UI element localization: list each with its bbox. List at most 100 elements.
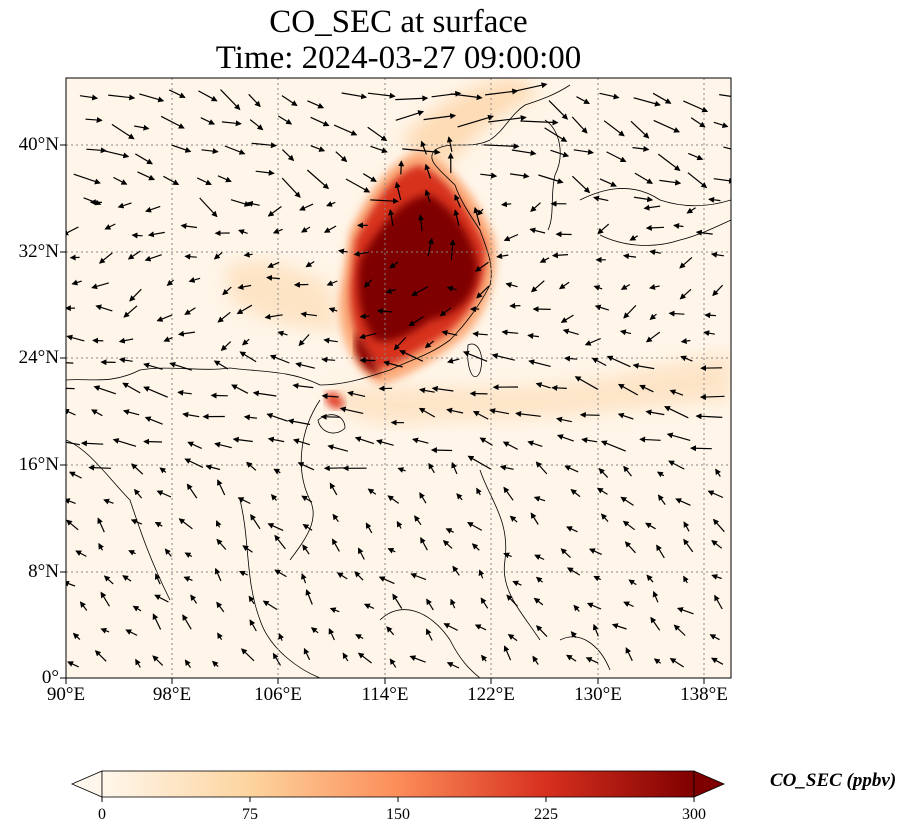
wind-arrow [427,237,434,257]
x-tick-label: 98°E [152,684,192,705]
wind-arrow [664,406,689,419]
wind-arrow [154,594,169,603]
wind-arrow [501,201,512,208]
wind-arrow [112,438,137,447]
wind-arrow [619,329,632,336]
wind-vectors [66,82,731,669]
wind-arrow [163,175,180,186]
wind-arrow [520,119,559,126]
colorbar-tick-label: 150 [386,806,410,823]
wind-arrow [339,406,364,414]
wind-arrow [69,471,82,479]
wind-arrow [528,359,551,367]
wind-arrow [544,127,568,142]
y-tick-label: 0° [41,667,59,688]
wind-arrow [94,650,107,662]
wind-arrow [628,579,637,586]
wind-arrow [666,432,691,441]
wind-arrow [593,195,609,202]
wind-arrow [300,311,317,318]
wind-arrow [656,471,665,478]
wind-arrow [98,252,113,264]
wind-arrow [335,151,348,163]
wind-arrow [424,340,435,349]
wind-arrow [156,314,173,322]
wind-arrow [139,93,165,103]
wind-arrow [424,189,431,202]
wind-arrow [363,603,375,610]
wind-arrow [188,277,201,283]
wind-arrow [623,465,632,477]
wind-arrow [310,627,319,634]
wind-arrow [617,383,639,396]
wind-arrow [397,467,406,473]
wind-arrow [300,226,311,233]
wind-arrow [510,172,530,179]
wind-arrow [118,337,134,344]
wind-arrow [329,607,340,614]
wind-arrow [152,613,162,630]
wind-arrow [441,330,458,336]
wind-arrow [645,331,661,343]
wind-arrow [241,338,250,346]
wind-arrow [683,521,690,532]
wind-arrow [457,114,494,128]
wind-arrow [418,407,436,418]
wind-arrow [388,209,395,227]
wind-arrow [712,518,725,533]
wind-arrow [573,604,580,612]
wind-arrow [532,655,539,665]
wind-arrow [264,313,283,320]
wind-arrow [633,97,661,107]
wind-arrow [534,554,545,561]
wind-arrow [387,495,400,504]
wind-arrow [560,548,571,559]
wind-arrow [221,120,242,127]
wind-arrow [503,486,514,501]
wind-arrow [122,575,132,582]
wind-arrow [622,253,637,260]
wind-arrow [323,337,338,344]
wind-arrow [331,538,340,552]
wind-arrow [699,394,725,401]
wind-arrow [262,600,278,611]
wind-arrow [450,598,456,609]
wind-arrow [178,518,193,530]
wind-arrow [131,463,144,475]
wind-arrow [129,288,142,302]
wind-arrow [326,280,338,286]
wind-arrow [600,513,609,522]
wind-arrow [113,176,128,185]
wind-arrow [420,537,428,551]
wind-arrow [267,206,282,217]
wind-arrow [327,444,349,452]
wind-arrow [66,441,81,446]
wind-arrow [652,590,659,603]
wind-arrow [376,308,393,315]
wind-arrow [683,575,689,584]
wind-arrow [550,149,570,158]
wind-arrow [711,574,722,580]
wind-arrow [190,594,198,604]
wind-arrow [502,441,518,450]
wind-arrow [243,414,258,421]
wind-arrow [272,228,283,234]
wind-arrow [503,645,512,661]
wind-arrow [428,462,435,474]
wind-arrow [306,169,330,190]
wind-arrow [556,434,574,442]
wind-arrow [357,652,372,664]
x-tick-label: 138°E [680,684,728,705]
wind-arrow [503,552,512,559]
wind-arrow [104,223,116,230]
wind-arrow [187,441,202,449]
colorbar-tick-label: 0 [98,806,106,823]
wind-arrow [719,94,731,98]
wind-arrow [66,334,85,342]
wind-arrow [166,279,174,286]
wind-arrow [328,627,335,641]
wind-arrow [220,341,232,351]
wind-arrow [592,623,599,637]
wind-arrow [411,286,428,297]
wind-arrow [144,416,163,425]
